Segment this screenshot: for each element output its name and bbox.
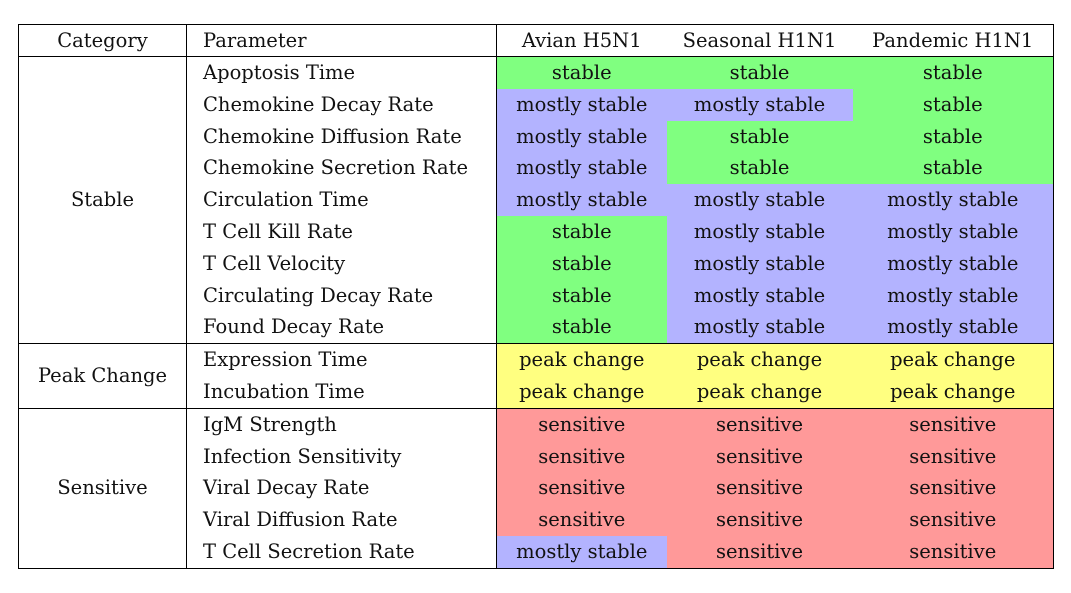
value-cell-avian-h5n1: stable xyxy=(496,279,667,312)
parameter-cell: T Cell Kill Rate xyxy=(186,215,497,248)
value-cell-avian-h5n1: mostly stable xyxy=(496,152,667,185)
header-parameter: Parameter xyxy=(186,24,497,57)
parameter-cell: Found Decay Rate xyxy=(186,311,497,344)
parameter-cell: T Cell Secretion Rate xyxy=(186,535,497,569)
value-cell-avian-h5n1: sensitive xyxy=(496,504,667,536)
parameter-cell: Circulating Decay Rate xyxy=(186,279,497,312)
table-row: Infection Sensitivity sensitive sensitive s… xyxy=(19,440,1054,473)
parameter-cell: Expression Time xyxy=(186,343,497,376)
value-cell-seasonal-h1n1: stable xyxy=(666,152,853,185)
parameter-cell: Apoptosis Time xyxy=(186,55,497,89)
value-cell-avian-h5n1: stable xyxy=(496,311,667,344)
value-cell-avian-h5n1: mostly stable xyxy=(496,535,667,569)
value-cell-pandemic-h1n1: sensitive xyxy=(852,407,1054,441)
value-cell-seasonal-h1n1: mostly stable xyxy=(666,215,853,248)
value-cell-seasonal-h1n1: sensitive xyxy=(666,472,853,505)
parameter-cell: Viral Diffusion Rate xyxy=(186,504,497,536)
value-cell-pandemic-h1n1: mostly stable xyxy=(852,279,1054,312)
value-cell-pandemic-h1n1: stable xyxy=(852,120,1054,153)
value-cell-seasonal-h1n1: stable xyxy=(666,55,853,89)
table-row: Stable Apoptosis Time stable stable stable xyxy=(18,55,1054,345)
value-cell-pandemic-h1n1: mostly stable xyxy=(852,184,1054,216)
value-cell-avian-h5n1: peak change xyxy=(496,343,667,376)
value-cell-pandemic-h1n1: stable xyxy=(852,88,1054,121)
parameter-cell: IgM Strength xyxy=(186,407,497,441)
value-cell-pandemic-h1n1: mostly stable xyxy=(852,247,1054,280)
value-cell-avian-h5n1: stable xyxy=(496,247,667,280)
parameter-cell: Circulation Time xyxy=(186,184,497,216)
value-cell-seasonal-h1n1: sensitive xyxy=(666,504,853,536)
category-cell: Stable xyxy=(18,55,187,345)
value-cell-pandemic-h1n1: stable xyxy=(852,55,1054,89)
value-cell-pandemic-h1n1: peak change xyxy=(852,375,1054,409)
value-cell-pandemic-h1n1: sensitive xyxy=(852,535,1054,569)
table-row: Sensitive IgM Strength sensitive sensitive s… xyxy=(18,407,1054,569)
header-pandemic-h1n1: Pandemic H1N1 xyxy=(852,24,1054,57)
value-cell-seasonal-h1n1: mostly stable xyxy=(666,279,853,312)
group-sensitive: Sensitive IgM Strength sensitive sensitive s… xyxy=(18,407,1054,569)
value-cell-pandemic-h1n1: stable xyxy=(852,152,1054,185)
category-cell: Peak Change xyxy=(18,343,187,409)
table-row: Chemokine Decay Rate mostly stable mostly … xyxy=(19,88,1054,121)
value-cell-pandemic-h1n1: sensitive xyxy=(852,440,1054,473)
parameter-cell: Chemokine Secretion Rate xyxy=(186,152,497,185)
value-cell-seasonal-h1n1: sensitive xyxy=(666,407,853,441)
value-cell-seasonal-h1n1: mostly stable xyxy=(666,184,853,216)
table-row: Viral Diffusion Rate sensitive sensitive se… xyxy=(19,504,1054,536)
value-cell-seasonal-h1n1: mostly stable xyxy=(666,247,853,280)
header-seasonal-h1n1: Seasonal H1N1 xyxy=(666,24,853,57)
parameter-cell: Incubation Time xyxy=(186,375,497,409)
table-row: Chemokine Diffusion Rate mostly stable sta… xyxy=(19,120,1054,153)
table-row: Chemokine Secretion Rate mostly stable sta… xyxy=(19,152,1054,185)
value-cell-pandemic-h1n1: sensitive xyxy=(852,504,1054,536)
value-cell-avian-h5n1: stable xyxy=(496,215,667,248)
parameter-cell: Chemokine Decay Rate xyxy=(186,88,497,121)
value-cell-avian-h5n1: mostly stable xyxy=(496,120,667,153)
value-cell-pandemic-h1n1: mostly stable xyxy=(852,215,1054,248)
header-row: Category Parameter Avian H5N1 Seasonal H… xyxy=(18,24,1054,57)
table-row: T Cell Secretion Rate mostly stable sensit… xyxy=(19,535,1054,569)
table-row: T Cell Velocity stable mostly stable mostly… xyxy=(19,247,1054,280)
value-cell-avian-h5n1: stable xyxy=(496,55,667,89)
table-row: Viral Decay Rate sensitive sensitive sensit… xyxy=(19,472,1054,505)
value-cell-avian-h5n1: sensitive xyxy=(496,407,667,441)
value-cell-avian-h5n1: peak change xyxy=(496,375,667,409)
table-row: Peak Change Expression Time peak change pea… xyxy=(18,343,1054,409)
table-row: T Cell Kill Rate stable mostly stable mostl… xyxy=(19,215,1054,248)
table-header: Category Parameter Avian H5N1 Seasonal H… xyxy=(18,24,1054,57)
table-row: Incubation Time peak change peak change pea… xyxy=(19,375,1054,409)
parameter-cell: T Cell Velocity xyxy=(186,247,497,280)
value-cell-avian-h5n1: sensitive xyxy=(496,440,667,473)
table-row: Circulation Time mostly stable mostly stab… xyxy=(19,184,1054,216)
value-cell-seasonal-h1n1: mostly stable xyxy=(666,88,853,121)
value-cell-avian-h5n1: mostly stable xyxy=(496,184,667,216)
parameter-cell: Viral Decay Rate xyxy=(186,472,497,505)
category-cell: Sensitive xyxy=(18,407,187,569)
value-cell-seasonal-h1n1: peak change xyxy=(666,375,853,409)
value-cell-seasonal-h1n1: peak change xyxy=(666,343,853,376)
group-peak-change: Peak Change Expression Time peak change pea… xyxy=(18,343,1054,409)
value-cell-pandemic-h1n1: peak change xyxy=(852,343,1054,376)
value-cell-avian-h5n1: mostly stable xyxy=(496,88,667,121)
value-cell-avian-h5n1: sensitive xyxy=(496,472,667,505)
parameter-cell: Infection Sensitivity xyxy=(186,440,497,473)
value-cell-seasonal-h1n1: sensitive xyxy=(666,535,853,569)
table-row: Circulating Decay Rate stable mostly stabl… xyxy=(19,279,1054,312)
value-cell-pandemic-h1n1: sensitive xyxy=(852,472,1054,505)
value-cell-seasonal-h1n1: sensitive xyxy=(666,440,853,473)
value-cell-seasonal-h1n1: mostly stable xyxy=(666,311,853,344)
table-row: Found Decay Rate stable mostly stable mostl… xyxy=(19,311,1054,344)
sensitivity-table: Category Parameter Avian H5N1 Seasonal H… xyxy=(18,24,1054,569)
group-stable: Stable Apoptosis Time stable stable stable Ch… xyxy=(18,55,1054,345)
parameter-cell: Chemokine Diffusion Rate xyxy=(186,120,497,153)
header-category: Category xyxy=(18,24,187,57)
header-avian-h5n1: Avian H5N1 xyxy=(496,24,667,57)
value-cell-seasonal-h1n1: stable xyxy=(666,120,853,153)
value-cell-pandemic-h1n1: mostly stable xyxy=(852,311,1054,344)
